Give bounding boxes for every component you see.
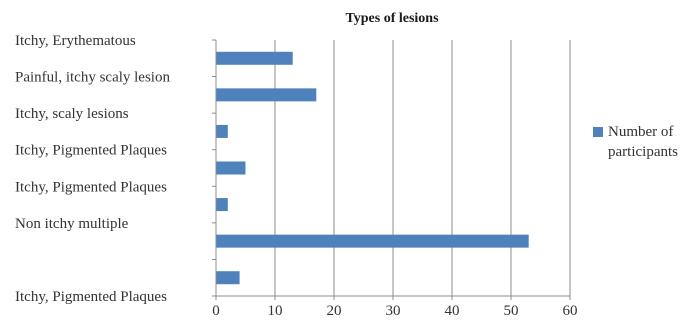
- bar: [216, 198, 228, 212]
- bar: [216, 51, 293, 65]
- category-label: Itchy, scaly lesions: [15, 106, 129, 122]
- x-tick-label: 50: [504, 303, 519, 319]
- bar: [216, 88, 317, 102]
- category-label: Itchy, Erythematous: [15, 33, 136, 49]
- axes: [212, 39, 571, 300]
- bar: [216, 234, 529, 248]
- category-label: Non itchy multiple: [15, 216, 129, 232]
- bar: [216, 161, 246, 175]
- x-tick-label: 60: [563, 303, 578, 319]
- legend-label-line2: participants: [608, 144, 678, 160]
- bar: [216, 124, 228, 138]
- category-labels: Itchy, Erythematous Painful, itchy scaly …: [15, 33, 170, 305]
- legend: Number of participants: [593, 124, 678, 160]
- x-tick-label: 20: [327, 303, 342, 319]
- category-label: Itchy, Pigmented Plaques: [15, 143, 167, 159]
- bars: [216, 51, 529, 285]
- gridlines: [274, 40, 571, 296]
- category-label: Painful, itchy scaly lesion: [15, 70, 170, 86]
- category-label: Itchy, Pigmented Plaques: [15, 289, 167, 305]
- bar: [216, 271, 240, 285]
- x-tick-labels: 0 10 20 30 40 50 60: [212, 303, 577, 319]
- x-tick-label: 10: [268, 303, 283, 319]
- legend-label-line1: Number of: [608, 124, 673, 140]
- x-tick-label: 0: [212, 303, 220, 319]
- x-tick-label: 40: [445, 303, 460, 319]
- x-tick-label: 30: [386, 303, 401, 319]
- chart-title: Types of lesions: [345, 11, 439, 26]
- legend-swatch: [593, 127, 603, 137]
- category-label: Itchy, Pigmented Plaques: [15, 179, 167, 195]
